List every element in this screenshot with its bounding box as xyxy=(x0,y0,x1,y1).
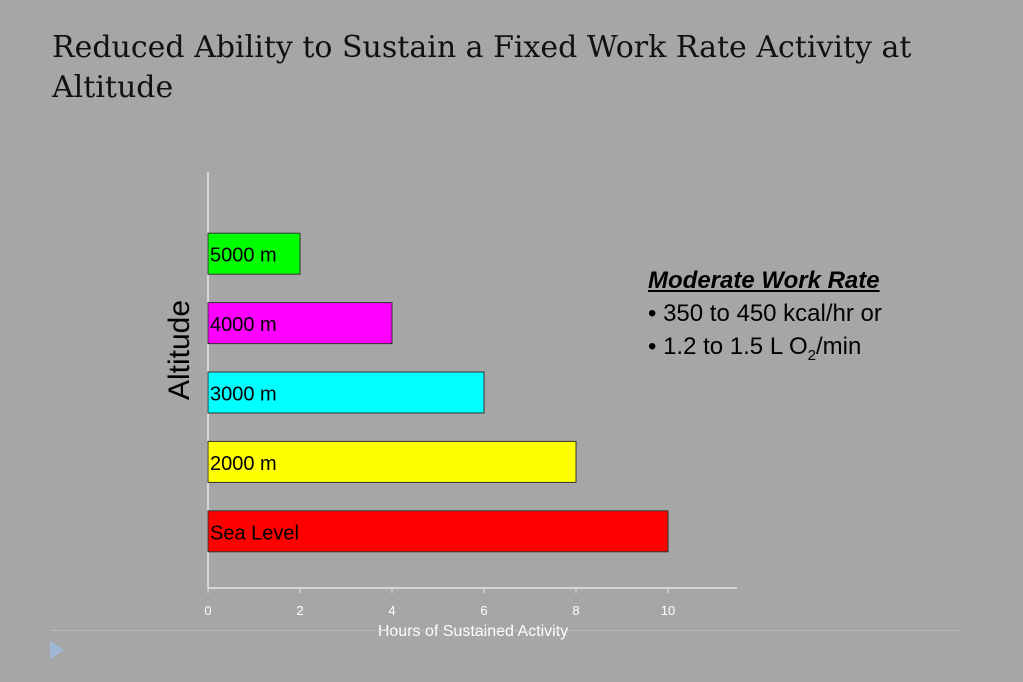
x-axis-label: Hours of Sustained Activity xyxy=(377,623,569,640)
info-bullet-2-subscript: 2 xyxy=(807,346,816,364)
x-tick-label: 4 xyxy=(388,603,395,618)
info-heading: Moderate Work Rate xyxy=(648,267,880,294)
x-tick-label: 0 xyxy=(204,603,211,618)
info-bullet-1: • 350 to 450 kcal/hr or xyxy=(648,300,882,327)
bar-label: 4000 m xyxy=(210,314,277,336)
info-bullet-2-unit: /min xyxy=(815,333,862,360)
x-tick-label: 10 xyxy=(661,603,675,618)
bar xyxy=(207,440,577,483)
next-slide-arrow-icon[interactable] xyxy=(50,641,64,659)
bar-label: 2000 m xyxy=(210,453,277,475)
bar-label: 3000 m xyxy=(210,384,277,406)
bar-label: 5000 m xyxy=(210,245,277,267)
slide-title: Reduced Ability to Sustain a Fixed Work … xyxy=(52,30,912,105)
y-axis-label: Altitude xyxy=(163,299,196,401)
info-box: Moderate Work Rate • 350 to 450 kcal/hr … xyxy=(648,264,882,372)
bar xyxy=(207,371,485,414)
footer-divider xyxy=(52,630,962,631)
bar xyxy=(207,510,669,553)
bar-label: Sea Level xyxy=(210,522,299,544)
x-tick-label: 8 xyxy=(572,603,579,618)
x-tick-label: 2 xyxy=(296,603,303,618)
info-bullet-2: • 1.2 to 1.5 L O2/min xyxy=(648,330,882,372)
bar xyxy=(207,302,393,345)
info-bullet-2-text: • 1.2 to 1.5 L O xyxy=(648,333,808,360)
x-tick-label: 6 xyxy=(480,603,487,618)
bar xyxy=(207,232,301,275)
